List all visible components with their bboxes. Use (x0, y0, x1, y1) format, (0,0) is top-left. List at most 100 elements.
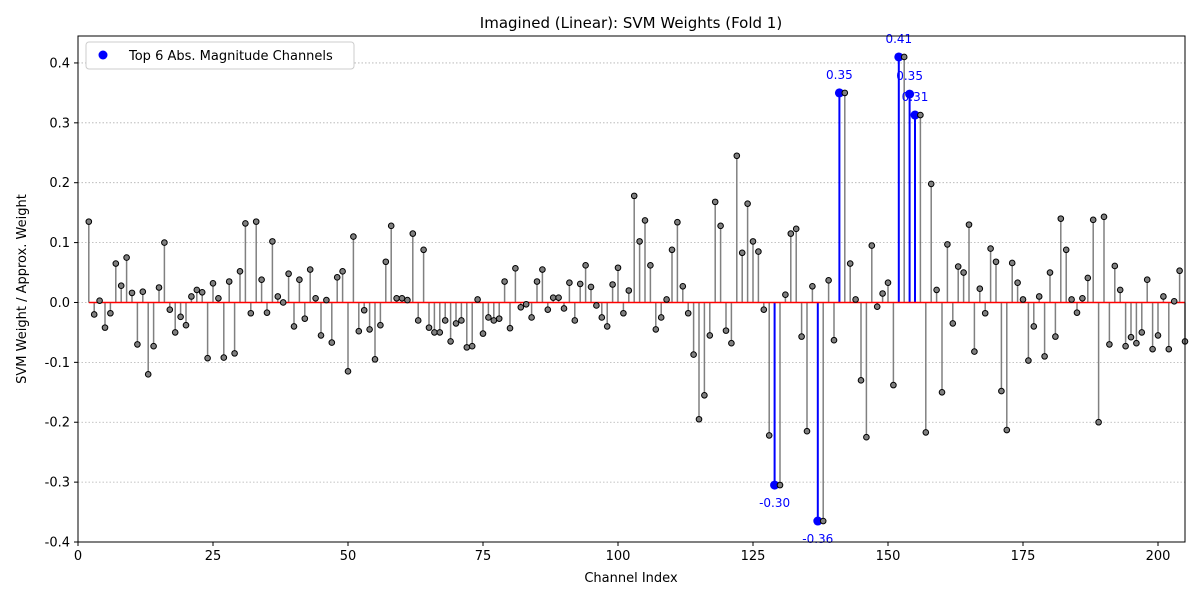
stem-marker (1160, 293, 1167, 300)
stem-marker (744, 200, 751, 207)
stem-marker (301, 315, 309, 322)
stem-marker (452, 320, 460, 327)
stem-marker (198, 288, 206, 296)
stem-marker (830, 336, 838, 344)
stem-marker (231, 350, 238, 357)
stem-marker (846, 260, 854, 267)
stem-marker (274, 293, 282, 300)
stem-marker (258, 276, 265, 284)
stem-marker (290, 323, 298, 330)
stem-marker (1052, 333, 1059, 340)
stem-marker (425, 324, 433, 331)
stem-marker (960, 269, 967, 276)
stem-marker (954, 263, 962, 270)
stem-marker (1095, 418, 1102, 426)
stem-marker (1165, 345, 1173, 353)
legend: Top 6 Abs. Magnitude Channels (85, 41, 355, 70)
stem-marker (582, 262, 589, 269)
stem-marker (107, 309, 114, 317)
stem-marker (1068, 296, 1075, 303)
stem-marker (711, 198, 719, 206)
stem-marker (1073, 309, 1081, 316)
y-axis-label: SVM Weight / Approx. Weight (15, 194, 30, 384)
stem-marker (900, 53, 908, 61)
stem-marker (485, 314, 492, 321)
stem-marker (971, 348, 978, 355)
y-tick-label: 0.4 (49, 56, 70, 71)
stem-marker (285, 270, 292, 278)
stem-marker (701, 391, 708, 399)
stem-marker (1084, 274, 1092, 282)
stem-marker (706, 332, 714, 339)
stem-marker (382, 258, 390, 266)
stem-marker (139, 288, 147, 295)
y-tick-label: -0.1 (45, 356, 70, 371)
highlight-value-label: 0.35 (896, 69, 923, 83)
stem-marker (101, 324, 109, 331)
stem-marker (188, 293, 195, 300)
stem-marker (155, 284, 163, 291)
stem-marker (717, 222, 724, 230)
x-tick-label: 125 (741, 549, 766, 564)
stem-marker (339, 268, 346, 275)
stem-marker (879, 290, 886, 297)
stem-marker (695, 415, 703, 423)
stem-marker (247, 309, 255, 317)
stem-marker (690, 351, 697, 358)
stem-marker (1100, 213, 1108, 221)
stem-marker (441, 317, 449, 324)
stem-marker (1138, 329, 1146, 336)
stem-marker (981, 309, 989, 317)
stem-marker (474, 296, 481, 303)
stem-marker (447, 338, 454, 345)
stem-marker (150, 342, 157, 350)
stem-marker (209, 280, 217, 287)
highlight-labels: -0.30 -0.36 0.35 0.41 0.35 0.31 (759, 32, 928, 546)
stem-marker (333, 274, 341, 281)
y-tick-label: 0.3 (49, 116, 70, 131)
stem-marker (917, 111, 924, 119)
stem-marker (220, 354, 228, 361)
x-tick-label: 200 (1146, 549, 1171, 564)
stem-marker (161, 239, 168, 246)
stem-marker (506, 324, 514, 332)
stem-marker (927, 180, 935, 188)
stem-marker (436, 329, 444, 336)
legend-label: Top 6 Abs. Magnitude Channels (128, 49, 333, 64)
stem-marker (992, 258, 1000, 266)
stem-marker (884, 279, 892, 287)
stem-marker (809, 283, 816, 290)
highlight-value-label: 0.31 (902, 90, 929, 104)
stem-marker (657, 314, 665, 321)
stem-marker (776, 481, 784, 489)
stem-marker (312, 294, 319, 302)
stem-marker (355, 327, 363, 335)
stem-marker (863, 433, 870, 441)
stem-marker (792, 225, 800, 233)
x-tick-label: 150 (876, 549, 901, 564)
stem-marker (614, 264, 622, 272)
stem-marker (90, 311, 98, 318)
x-tick-label: 50 (340, 549, 357, 564)
stem-marker (85, 218, 93, 225)
data-markers (85, 52, 1189, 526)
stem-marker (144, 371, 152, 378)
y-tick-label: -0.4 (45, 536, 70, 551)
highlight-marker (770, 480, 780, 490)
stem-marker (609, 281, 616, 288)
stem-marker (242, 220, 249, 227)
stem-marker (998, 387, 1005, 395)
stem-marker (490, 317, 498, 324)
legend-box (85, 41, 355, 70)
stem-marker (1062, 246, 1070, 254)
stem-marker (215, 294, 222, 302)
stem-marker (296, 276, 303, 284)
chart-title: Imagined (Linear): SVM Weights (Fold 1) (480, 14, 782, 32)
stem-marker (555, 294, 562, 301)
stem-marker (458, 317, 465, 324)
legend-marker (98, 50, 108, 60)
stem-marker (722, 327, 730, 334)
x-tick-label: 0 (74, 549, 82, 564)
stem-marker (377, 321, 384, 329)
